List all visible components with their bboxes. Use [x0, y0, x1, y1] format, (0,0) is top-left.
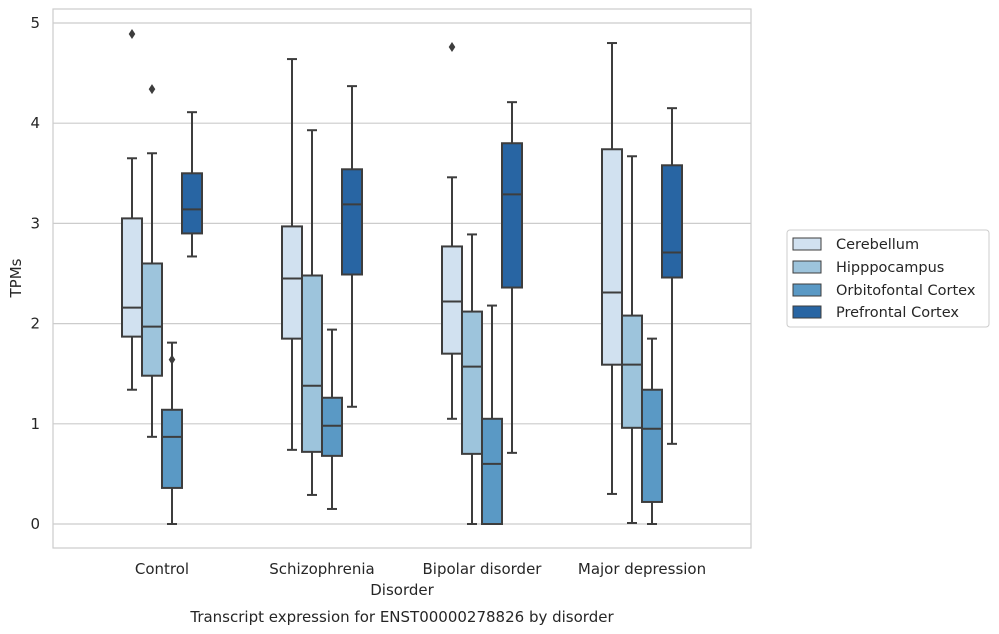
iqr-box-cerebellum-schizophrenia: [281, 225, 303, 340]
box-cerebellum-schizophrenia: [281, 58, 303, 451]
y-tick-label-5: 5: [30, 14, 40, 32]
box-prefrontal-cortex-schizophrenia: [341, 85, 363, 408]
iqr-box-orbitofontal-cortex-control: [161, 408, 183, 489]
box-cerebellum-major-depression: [601, 42, 623, 495]
box-hipppocampus-schizophrenia: [301, 129, 323, 496]
iqr-box-hipppocampus-schizophrenia: [301, 274, 323, 453]
box-orbitofontal-cortex-bipolar-disorder: [481, 304, 503, 526]
legend-swatch-hipppocampus: [792, 260, 822, 274]
boxes-layer: [121, 29, 683, 526]
iqr-box-orbitofontal-cortex-bipolar-disorder: [481, 417, 503, 526]
box-hipppocampus-control: [141, 84, 163, 438]
y-tick-label-0: 0: [30, 515, 40, 533]
legend-label-cerebellum: Cerebellum: [836, 237, 919, 253]
y-tick-label-2: 2: [30, 315, 40, 333]
box-prefrontal-cortex-bipolar-disorder: [501, 101, 523, 454]
legend-label-prefrontal-cortex: Prefrontal Cortex: [836, 305, 959, 321]
iqr-box-hipppocampus-major-depression: [621, 314, 643, 429]
box-cerebellum-control: [121, 29, 143, 391]
iqr-box-prefrontal-cortex-control: [181, 172, 203, 235]
y-tick-label-1: 1: [30, 415, 40, 433]
outlier-orbitofontal-cortex-control-0: [168, 354, 176, 365]
legend-swatch-cerebellum: [792, 237, 822, 251]
legend-swatch-orbitofontal-cortex: [792, 283, 822, 297]
box-orbitofontal-cortex-schizophrenia: [321, 328, 343, 510]
iqr-box-orbitofontal-cortex-schizophrenia: [321, 396, 343, 457]
iqr-box-prefrontal-cortex-bipolar-disorder: [501, 142, 523, 289]
outlier-hipppocampus-control-0: [148, 84, 156, 95]
iqr-box-prefrontal-cortex-schizophrenia: [341, 168, 363, 276]
box-hipppocampus-major-depression: [621, 155, 643, 524]
iqr-box-prefrontal-cortex-major-depression: [661, 164, 683, 279]
box-orbitofontal-cortex-control: [161, 341, 183, 525]
outlier-cerebellum-bipolar-disorder-0: [448, 42, 456, 53]
iqr-box-orbitofontal-cortex-major-depression: [641, 388, 663, 503]
plot-frame: [52, 8, 752, 549]
iqr-box-hipppocampus-control: [141, 262, 163, 377]
outlier-cerebellum-control-0: [128, 29, 136, 40]
box-orbitofontal-cortex-major-depression: [641, 337, 663, 525]
x-axis-title: Disorder: [370, 581, 434, 599]
legend-swatch-prefrontal-cortex: [792, 305, 822, 319]
x-tick-labels: Control Schizophrenia Bipolar disorder Majo…: [135, 560, 706, 578]
iqr-box-hipppocampus-bipolar-disorder: [461, 310, 483, 455]
x-tick-label-control: Control: [135, 560, 189, 578]
x-tick-label-bipolar-disorder: Bipolar disorder: [423, 560, 543, 578]
y-tick-label-4: 4: [30, 114, 40, 132]
legend-frame: [786, 229, 990, 328]
y-axis-title: TPMs: [7, 258, 25, 298]
y-tick-labels: 0 1 2 3 4 5: [30, 14, 40, 533]
chart-title: Transcript expression for ENST0000027882…: [189, 608, 614, 626]
box-hipppocampus-bipolar-disorder: [461, 233, 483, 525]
x-tick-label-schizophrenia: Schizophrenia: [269, 560, 374, 578]
y-tick-label-3: 3: [30, 214, 40, 232]
iqr-box-cerebellum-bipolar-disorder: [441, 245, 463, 355]
legend-label-hipppocampus: Hipppocampus: [836, 260, 944, 276]
x-tick-label-major-depression: Major depression: [578, 560, 706, 578]
box-cerebellum-bipolar-disorder: [441, 42, 463, 420]
box-prefrontal-cortex-major-depression: [661, 107, 683, 445]
box-prefrontal-cortex-control: [181, 111, 203, 258]
legend-label-orbitofontal-cortex: Orbitofontal Cortex: [836, 283, 976, 299]
legend: Cerebellum Hipppocampus Orbitofontal Cor…: [786, 229, 990, 328]
iqr-box-cerebellum-major-depression: [601, 148, 623, 366]
iqr-box-cerebellum-control: [121, 217, 143, 338]
